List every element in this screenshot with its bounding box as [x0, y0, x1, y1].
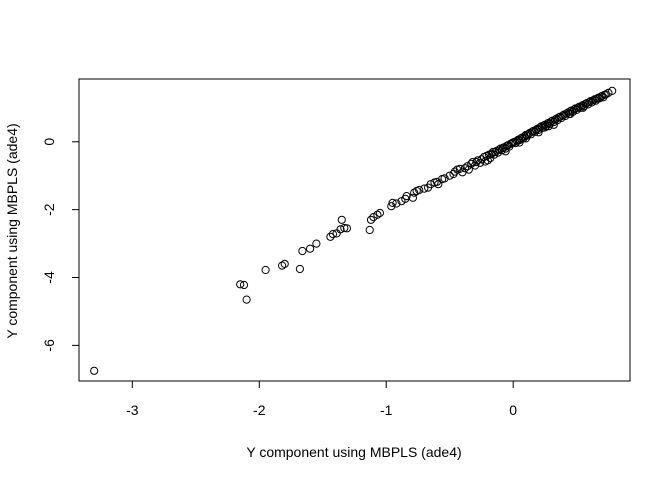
- x-tick-label: 0: [509, 402, 517, 418]
- x-tick-label: -2: [253, 402, 266, 418]
- data-point: [365, 225, 374, 235]
- data-point: [278, 261, 287, 270]
- data-point: [410, 188, 419, 197]
- y-axis-label: Y component using MBPLS (ade4): [4, 123, 20, 338]
- data-point: [336, 225, 345, 234]
- x-axis-label: Y component using MBPLS (ade4): [246, 444, 461, 460]
- data-point: [337, 215, 346, 224]
- data-point: [440, 174, 449, 183]
- data-point: [566, 109, 575, 119]
- data-point: [388, 198, 397, 207]
- data-point: [471, 161, 480, 170]
- points-layer: [90, 86, 617, 375]
- y-tick-label: -2: [41, 203, 57, 216]
- data-point: [460, 164, 470, 173]
- data-point: [415, 185, 424, 195]
- data-point: [375, 208, 384, 218]
- data-point: [472, 158, 481, 167]
- data-point: [483, 156, 492, 165]
- y-tick-label: 0: [41, 138, 57, 146]
- data-point: [90, 366, 99, 375]
- data-point: [544, 122, 553, 131]
- x-axis: -3 -2 -1 0: [126, 380, 517, 418]
- data-point: [261, 265, 270, 275]
- data-point: [328, 230, 337, 239]
- data-point: [295, 264, 304, 274]
- data-point: [392, 199, 401, 208]
- data-point: [604, 88, 613, 98]
- data-point: [242, 295, 251, 304]
- data-point: [578, 103, 588, 112]
- y-tick-label: -4: [41, 271, 57, 284]
- x-tick-label: -3: [126, 402, 139, 418]
- data-point: [473, 156, 482, 165]
- data-point: [326, 232, 335, 241]
- data-point: [501, 147, 510, 156]
- x-tick-label: -1: [380, 402, 393, 418]
- data-point: [521, 134, 531, 143]
- data-point: [340, 223, 349, 233]
- y-tick-label: -6: [41, 339, 57, 352]
- data-point: [534, 128, 543, 137]
- data-point: [577, 101, 586, 110]
- data-point: [445, 171, 454, 180]
- data-point: [402, 192, 411, 201]
- data-point: [236, 280, 245, 289]
- data-point: [306, 244, 315, 253]
- data-point: [585, 98, 594, 107]
- data-point: [366, 215, 376, 224]
- data-point: [467, 159, 476, 168]
- data-point: [408, 193, 417, 202]
- data-point: [280, 259, 289, 268]
- data-point: [515, 138, 524, 147]
- data-point: [540, 123, 550, 132]
- data-point: [312, 239, 321, 248]
- data-point: [239, 280, 249, 290]
- data-point: [298, 246, 307, 256]
- data-point: [576, 103, 585, 112]
- data-point: [608, 86, 617, 96]
- data-point: [342, 224, 351, 233]
- y-axis: -6 -4 -2 0: [41, 138, 80, 352]
- data-point: [420, 184, 429, 193]
- data-point: [373, 210, 382, 219]
- data-point: [476, 158, 485, 167]
- data-point: [549, 120, 558, 129]
